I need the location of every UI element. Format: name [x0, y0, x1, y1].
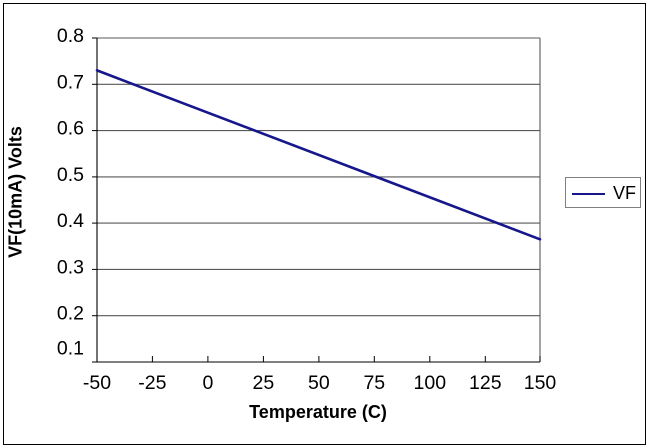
- svg-text:75: 75: [363, 372, 385, 394]
- svg-text:0.5: 0.5: [57, 164, 84, 186]
- svg-text:150: 150: [524, 372, 557, 394]
- svg-text:-25: -25: [138, 372, 166, 394]
- svg-text:0.8: 0.8: [57, 25, 84, 47]
- svg-text:0.1: 0.1: [57, 338, 84, 360]
- svg-text:0.4: 0.4: [57, 210, 84, 232]
- svg-text:0.2: 0.2: [57, 303, 84, 325]
- svg-text:0.6: 0.6: [57, 118, 84, 140]
- svg-text:0.3: 0.3: [57, 256, 84, 278]
- svg-text:25: 25: [253, 372, 275, 394]
- svg-text:100: 100: [414, 372, 447, 394]
- svg-text:0: 0: [202, 372, 213, 394]
- svg-text:125: 125: [469, 372, 502, 394]
- svg-text:50: 50: [308, 372, 330, 394]
- svg-text:0.7: 0.7: [57, 71, 84, 93]
- svg-text:-50: -50: [83, 372, 111, 394]
